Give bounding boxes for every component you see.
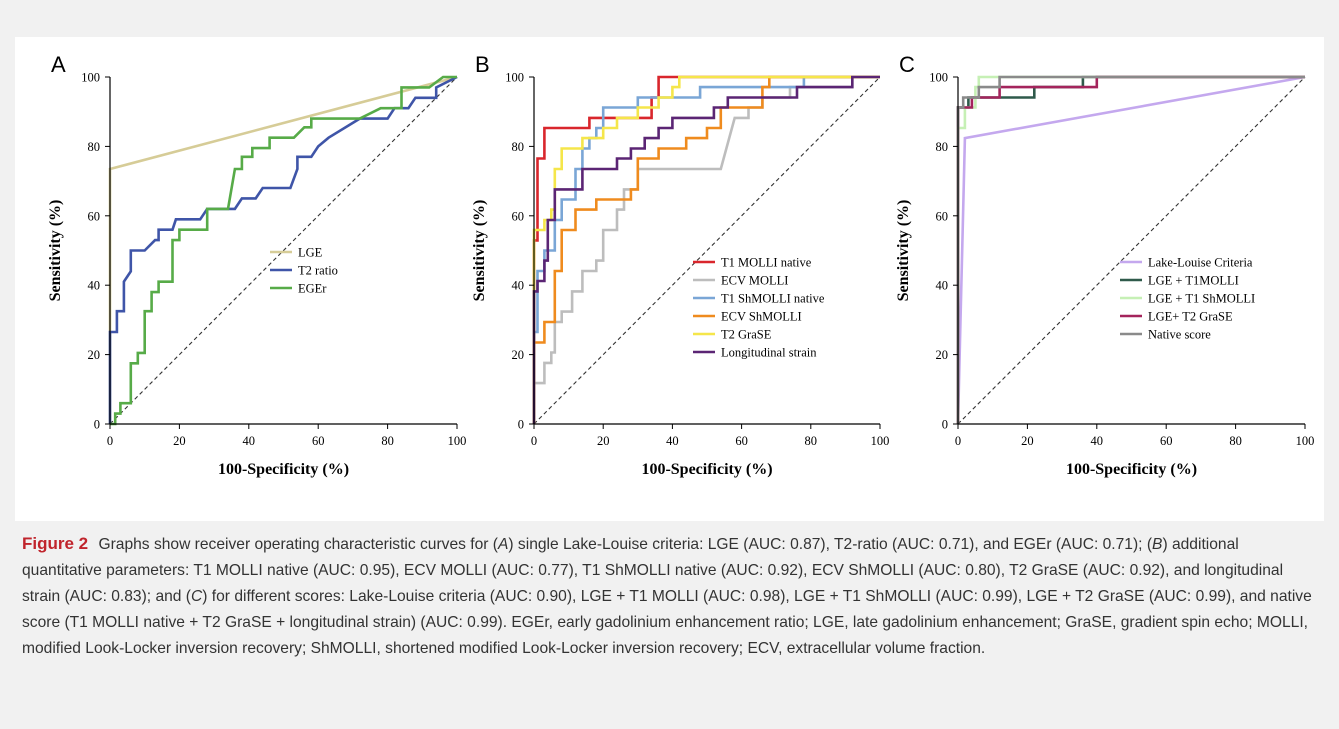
caption-text: Graphs show receiver operating character… [98,536,498,553]
y-tick-label: 60 [512,209,525,223]
x-tick-label: 0 [955,434,961,448]
legend-label: T1 MOLLI native [721,256,812,270]
caption-text: ) single Lake-Louise criteria: LGE (AUC:… [508,536,1153,553]
y-axis-label: Sensitivity (%) [895,200,912,302]
roc-panel-c: C 0 20 40 60 80 100 0 20 40 60 80 100 100-Specificity… [895,52,1314,478]
x-tick-label: 80 [381,434,394,448]
x-tick-label: 40 [1091,434,1104,448]
x-axis-label: 100-Specificity (%) [1066,461,1197,478]
legend-label: Lake-Louise Criteria [1148,256,1253,270]
legend-label: T2 ratio [298,264,338,278]
roc-curve-ecv-shmolli [532,75,880,424]
y-tick-label: 40 [88,279,101,293]
y-tick-label: 0 [518,418,524,432]
caption-text: ) for different scores: Lake-Louise crit… [22,588,1312,657]
x-tick-label: 20 [173,434,186,448]
x-tick-label: 40 [666,434,679,448]
x-tick-label: 60 [1160,434,1173,448]
caption-text: ) additional quantitative parameters: T1… [22,536,1284,605]
y-tick-label: 20 [512,348,525,362]
legend-label: LGE [298,246,323,260]
roc-curve-longitudinal-strain [532,75,880,424]
caption-panel-ref: C [191,588,203,605]
legend-label: LGE + T1MOLLI [1148,274,1239,288]
y-tick-label: 0 [942,418,948,432]
y-tick-label: 100 [81,71,100,85]
y-axis-label: Sensitivity (%) [47,200,64,302]
x-tick-label: 20 [597,434,610,448]
legend-label: ECV MOLLI [721,274,788,288]
legend-label: T1 ShMOLLI native [721,292,825,306]
reference-diagonal [957,76,1306,425]
x-tick-label: 0 [107,434,113,448]
y-tick-label: 60 [936,209,949,223]
x-axis-label: 100-Specificity (%) [218,461,349,478]
x-tick-label: 0 [531,434,537,448]
panel-label: A [51,52,66,77]
caption-body: Graphs show receiver operating character… [22,536,1312,657]
legend: Lake-Louise Criteria LGE + T1MOLLI LGE + T… [1120,256,1255,342]
reference-diagonal [109,76,458,425]
legend-label: T2 GraSE [721,328,772,342]
y-tick-label: 20 [936,348,949,362]
x-tick-label: 40 [243,434,256,448]
y-tick-label: 40 [512,279,525,293]
roc-curve-lge-t1-shmolli [956,75,1305,424]
legend-label: Longitudinal strain [721,346,817,360]
y-tick-label: 100 [929,71,948,85]
legend: LGE T2 ratio EGEr [270,246,338,296]
roc-curve-lake-louise-criteria [956,75,1306,425]
y-tick-label: 80 [936,140,949,154]
panel-label: B [475,52,490,77]
x-tick-label: 60 [312,434,325,448]
caption-panel-ref: B [1152,536,1163,553]
figure-label: Figure 2 [22,534,89,553]
roc-curve-eger [110,75,457,426]
y-tick-label: 20 [88,348,101,362]
roc-charts: A 0 20 40 60 80 100 0 20 40 60 80 100 100-Specificity… [47,52,1314,478]
legend: T1 MOLLI native ECV MOLLI T1 ShMOLLI nativ… [693,256,825,360]
x-tick-label: 60 [735,434,748,448]
y-tick-label: 60 [88,209,101,223]
legend-label: ECV ShMOLLI [721,310,802,324]
roc-curve-native-score [956,75,1305,424]
y-tick-label: 100 [505,71,524,85]
x-tick-label: 80 [805,434,818,448]
y-tick-label: 80 [88,140,101,154]
caption-panel-ref: A [498,536,509,553]
y-axis-label: Sensitivity (%) [471,200,488,302]
roc-panel-a: A 0 20 40 60 80 100 0 20 40 60 80 100 100-Specificity… [47,52,466,478]
figure-caption: Figure 2 Graphs show receiver operating … [22,531,1322,662]
x-tick-label: 100 [448,434,467,448]
y-tick-label: 40 [936,279,949,293]
roc-curve-t2-ratio [108,75,458,424]
figure-panels: A 0 20 40 60 80 100 0 20 40 60 80 100 100-Specificity… [15,37,1324,521]
x-tick-label: 100 [871,434,890,448]
x-tick-label: 80 [1229,434,1242,448]
y-tick-label: 80 [512,140,525,154]
legend-label: LGE+ T2 GraSE [1148,310,1233,324]
x-axis-label: 100-Specificity (%) [641,461,772,478]
legend-label: Native score [1148,328,1211,342]
legend-label: LGE + T1 ShMOLLI [1148,292,1255,306]
y-tick-label: 0 [94,418,100,432]
x-tick-label: 100 [1296,434,1315,448]
reference-diagonal [533,76,881,425]
roc-panel-b: B 0 20 40 60 80 100 0 20 40 60 80 100 100-Specificity… [471,52,889,478]
legend-label: EGEr [298,282,327,296]
x-tick-label: 20 [1021,434,1034,448]
panel-label: C [899,52,915,77]
